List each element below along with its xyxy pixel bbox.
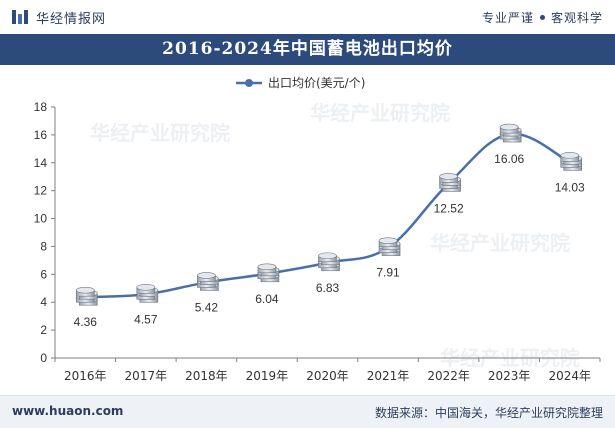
data-source: 数据来源：中国海关，华经产业研究院整理 [374,406,603,420]
y-tick-label: 2 [40,323,47,337]
legend-label: 出口均价(美元/个) [268,76,365,90]
coin-stack-marker [75,286,98,306]
coin-stack-marker [197,272,219,291]
coin-top [560,152,580,159]
y-tick-label: 14 [34,156,48,170]
x-tick-label: 2018年 [185,369,228,383]
watermark-text: 华经产业研究院 [310,101,450,125]
coin-stack-marker [560,152,583,171]
watermark-text: 华经产业研究院 [430,231,570,255]
coin-stack-marker [257,263,280,283]
y-tick-label: 10 [34,212,48,226]
coin-stack-marker [136,283,159,303]
legend-swatch-marker [245,79,253,87]
coin-top [75,286,95,294]
x-tick-label: 2016年 [64,369,107,383]
data-label: 6.04 [255,292,279,306]
x-tick-label: 2022年 [427,369,470,383]
watermark-text: 华经产业研究院 [90,121,230,145]
data-label: 12.52 [434,201,464,215]
x-tick-label: 2020年 [306,369,349,383]
coin-top [499,123,519,131]
coin-stack-marker [499,123,522,143]
series-line [85,132,571,299]
coin-stack-marker [378,237,401,256]
brand: 华经情报网 [12,8,107,27]
website-link[interactable]: www.huaon.com [12,404,124,418]
slogan: 专业严谨 客观科学 [482,9,603,26]
x-tick-label: 2021年 [367,369,410,383]
coin-top [318,252,337,260]
coin-stack-marker [439,173,461,192]
y-tick-label: 12 [34,184,48,198]
data-label: 5.42 [195,300,219,314]
coin-top [136,283,156,291]
chart-title: 2016-2024年中国蓄电池出口均价 [0,34,615,65]
y-tick-label: 16 [34,128,48,142]
x-tick-label: 2023年 [488,369,531,383]
bullet-dot-icon [539,15,545,20]
slogan-right: 客观科学 [550,11,603,25]
slogan-left: 专业严谨 [481,11,534,25]
y-tick-label: 4 [40,295,47,309]
y-tick-label: 0 [40,351,47,365]
chart-area: 华经产业研究院 华经产业研究院 华经产业研究院 华经产业研究院 0 2 4 6 8 10 12 14… [0,65,615,395]
data-label: 4.57 [134,312,158,326]
coin-top [378,237,398,244]
data-label: 4.36 [74,315,98,329]
x-tick-label: 2017年 [125,369,168,383]
coin-top [197,272,216,279]
y-tick-label: 8 [40,239,47,253]
logo-icon [12,10,28,24]
data-label: 7.91 [376,266,400,280]
top-bar: 华经情报网 专业严谨 客观科学 [0,0,615,35]
data-label: 16.06 [494,152,524,166]
data-label: 14.03 [555,180,585,194]
y-tick-label: 6 [40,267,47,281]
footer: www.huaon.com 数据来源：中国海关，华经产业研究院整理 [0,395,615,428]
y-tick-label: 18 [34,100,48,114]
x-tick-label: 2019年 [246,369,289,383]
coin-top [439,173,458,180]
coin-top [257,263,277,271]
x-tick-label: 2024年 [548,369,591,383]
data-label: 6.83 [316,281,340,295]
coin-stack-marker [318,252,340,272]
brand-name: 华经情报网 [36,11,107,27]
